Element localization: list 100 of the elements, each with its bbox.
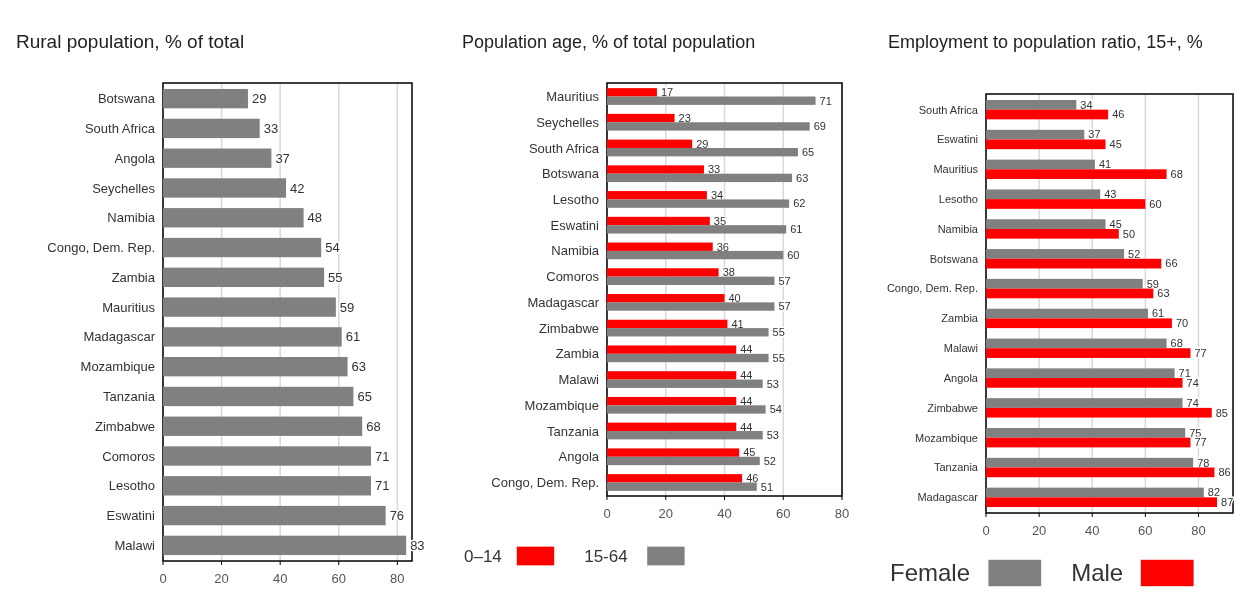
y-tick-label: Zimbabwe [927,401,978,414]
bar [607,319,728,329]
x-tick-label: 60 [776,506,791,521]
data-label: 71 [374,478,390,494]
bar [986,278,1143,289]
data-label: 35 [713,214,727,227]
bar [986,318,1172,329]
bar [986,199,1146,209]
x-tick-label: 20 [658,506,673,521]
data-label: 46 [746,472,759,485]
x-tick-label: 80 [834,506,850,521]
bar [163,88,248,109]
bar [607,353,769,363]
data-label: 70 [1175,317,1189,330]
y-tick-label: Zambia [111,269,156,285]
y-tick-label: Zimbabwe [95,418,155,434]
bar [163,416,363,436]
legend-label: Female [890,559,971,587]
data-label: 62 [793,197,806,210]
bar [986,487,1204,498]
bar [607,405,766,414]
bar [986,378,1183,388]
bar [607,113,675,123]
bar [163,476,371,496]
data-label: 69 [813,120,826,133]
bar [986,288,1154,299]
bar [607,122,810,131]
data-label: 63 [796,171,809,184]
bar [986,467,1215,478]
y-tick-label: Lesotho [938,192,978,205]
y-tick-label: Mauritius [102,299,156,315]
chart-title: Employment to population ratio, 15+, % [888,32,1203,52]
legend-label: 0–14 [464,546,502,566]
bar [986,219,1106,229]
bar [163,297,336,317]
data-label: 45 [1109,217,1122,230]
bar [607,242,713,251]
data-label: 40 [728,292,741,305]
data-label: 63 [1157,287,1170,300]
y-tick-label: Mozambique [80,359,155,375]
x-tick-label: 20 [214,571,229,586]
y-tick-label: Tanzania [102,389,156,404]
y-tick-label: Malawi [558,372,600,388]
bar [986,368,1175,379]
data-label: 68 [1170,337,1183,350]
bar [607,371,737,380]
data-label: 36 [716,240,729,253]
bar [986,428,1186,438]
x-tick-label: 0 [982,523,990,538]
data-label: 55 [772,351,785,364]
y-tick-label: Mozambique [915,431,978,444]
y-tick-label: Botswana [97,91,156,107]
bar [607,147,798,157]
data-label: 29 [696,137,709,150]
data-label: 68 [1170,168,1183,180]
bar [986,99,1077,110]
x-tick-label: 80 [390,571,405,586]
x-tick-label: 0 [159,571,167,586]
data-label: 65 [801,146,815,158]
bar [607,422,737,432]
data-label: 17 [660,86,674,99]
data-label: 53 [766,429,779,442]
bar [607,431,763,440]
bar [986,109,1109,120]
data-label: 55 [772,326,785,339]
bar [607,88,657,97]
bar [986,398,1183,408]
data-label: 68 [366,418,381,434]
bar [986,249,1125,259]
y-tick-label: Angola [943,371,979,384]
y-tick-label: Congo, Dem. Rep. [491,475,599,491]
bar [607,474,743,483]
y-tick-label: Malawi [114,537,156,553]
bar [163,446,371,466]
data-label: 29 [251,91,267,107]
bar [607,448,740,457]
y-tick-label: Lesotho [108,478,155,494]
y-tick-label: Mozambique [524,397,599,413]
data-label: 44 [740,394,753,407]
data-label: 43 [1104,188,1117,201]
bar [163,386,354,407]
data-label: 45 [1109,138,1122,151]
bar [607,173,793,183]
x-tick-label: 80 [1191,523,1206,538]
bar [163,178,287,198]
bar [607,379,763,388]
data-label: 42 [290,180,305,196]
bar [607,96,816,105]
chart-title: Population age, % of total population [462,32,756,52]
bar [986,129,1085,140]
y-tick-label: Madagascar [917,491,979,504]
bar [607,199,790,208]
y-tick-label: Mauritius [933,163,979,176]
bar [163,237,322,258]
bar [607,250,784,260]
bar [607,302,775,311]
y-tick-label: South Africa [528,140,600,156]
y-tick-label: Angola [558,449,600,465]
bar [986,407,1212,418]
bar [607,456,760,466]
